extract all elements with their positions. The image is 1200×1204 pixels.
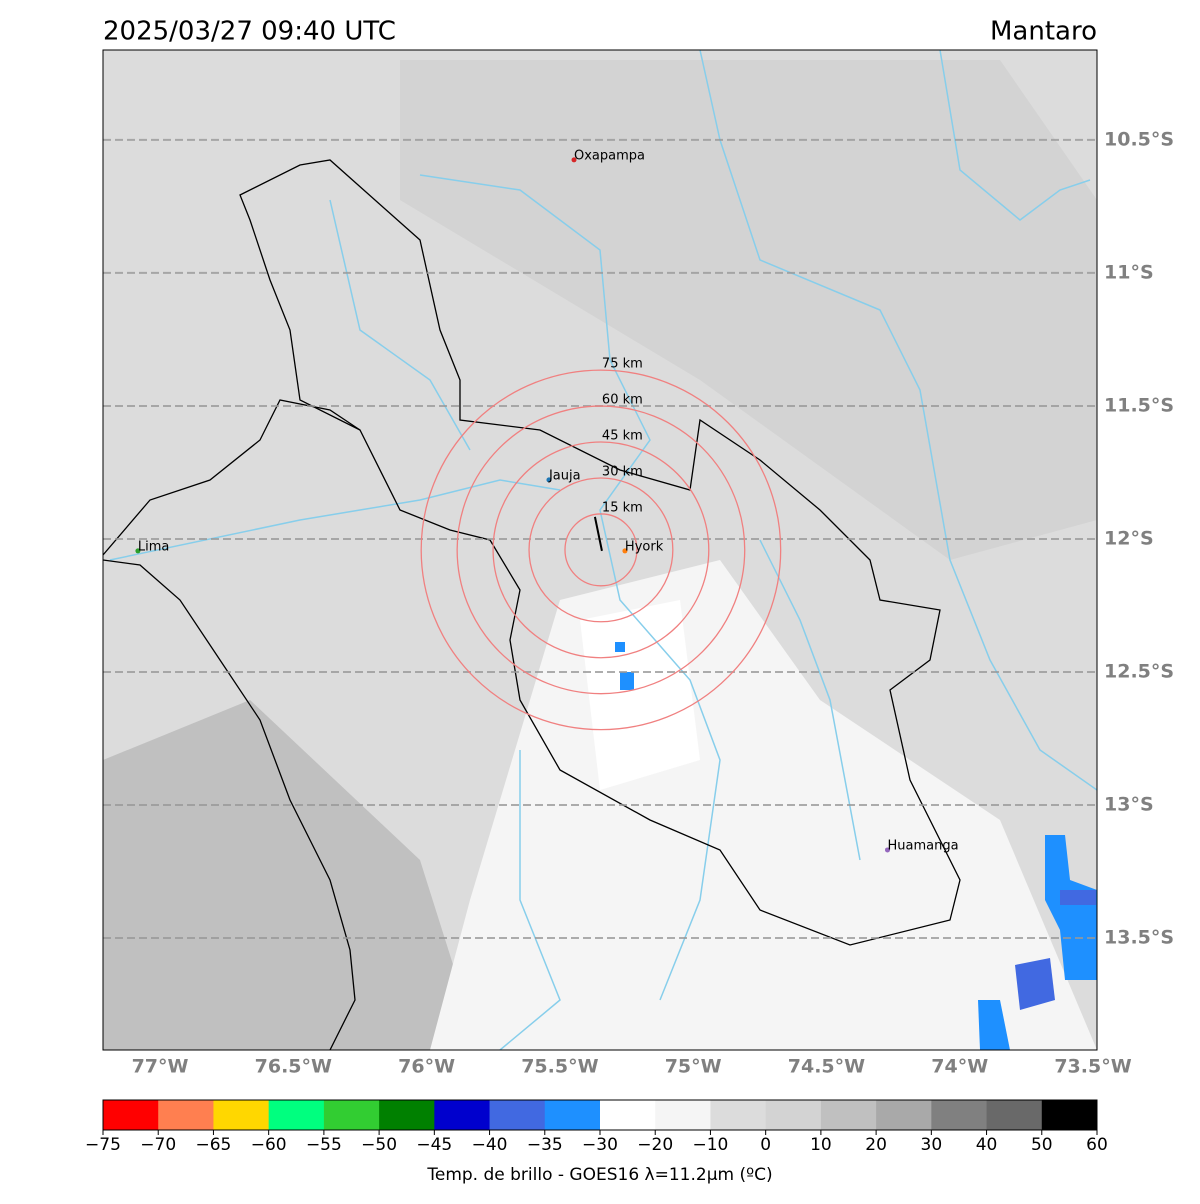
- colorbar-segment: [655, 1100, 711, 1130]
- y-tick-label: 12.5°S: [1104, 660, 1174, 682]
- city-marker: [571, 157, 577, 163]
- y-tick-label: 11°S: [1104, 261, 1154, 283]
- colorbar-tick-label: −50: [361, 1135, 397, 1155]
- map-area: [103, 50, 1097, 1050]
- map-frame: [102, 49, 1098, 1051]
- title: 2025/03/27 09:40 UTC: [103, 17, 396, 47]
- colorbar-tick-label: −65: [195, 1135, 231, 1155]
- overlay: 15 km 30 km 45 km 60 km 75 km Oxapampa Jauja Li…: [103, 138, 1097, 940]
- x-tick-label: 74.5°W: [788, 1056, 865, 1078]
- colorbar-segment: [213, 1100, 270, 1130]
- y-tick-label: 13°S: [1104, 793, 1154, 815]
- range-ring: [564, 513, 638, 587]
- colorbar-tick-label: 20: [865, 1135, 887, 1155]
- cloud-field: [580, 600, 700, 790]
- city-label: Lima: [138, 539, 169, 554]
- colorbar-tick-label: 10: [810, 1135, 832, 1155]
- colorbar-segment: [103, 1100, 159, 1130]
- y-tick-label: 13.5°S: [1104, 927, 1174, 949]
- colorbar-tick-label: −75: [85, 1135, 121, 1155]
- colorbar-segment: [931, 1100, 988, 1130]
- city-marker: [546, 477, 552, 483]
- city-label: Huamanga: [887, 838, 958, 853]
- colorbar-tick-label: 60: [1086, 1135, 1108, 1155]
- y-tick-label: 10.5°S: [1104, 128, 1174, 150]
- range-label: 75 km: [602, 357, 643, 372]
- cloud-field: [103, 700, 480, 1050]
- x-tick-label: 74°W: [931, 1056, 988, 1078]
- colorbar-segment: [434, 1100, 491, 1130]
- colorbar-tick-label: 30: [921, 1135, 943, 1155]
- colorbar-segment: [489, 1100, 546, 1130]
- colorbar-tick-label: 40: [976, 1135, 998, 1155]
- colorbar-segment: [544, 1100, 601, 1130]
- colorbar-tick-label: −45: [416, 1135, 452, 1155]
- colorbar-tick-label: −70: [140, 1135, 176, 1155]
- colorbar-tick-label: −35: [527, 1135, 563, 1155]
- range-label: 30 km: [602, 464, 643, 479]
- range-ring: [456, 405, 746, 695]
- y-tick-label: 11.5°S: [1104, 394, 1174, 416]
- colorbar-tick-label: −10: [692, 1135, 728, 1155]
- colorbar-segment: [1041, 1100, 1098, 1130]
- colorbar-tick-label: −30: [582, 1135, 618, 1155]
- city-label: Jauja: [548, 468, 581, 483]
- colorbar-segment: [268, 1100, 325, 1130]
- colorbar-segment: [765, 1100, 822, 1130]
- cold-pixel: [620, 672, 634, 690]
- colorbar-segment: [820, 1100, 877, 1130]
- colorbar-segment: [600, 1100, 656, 1130]
- city-marker: [884, 847, 890, 853]
- region-title: Mantaro: [990, 17, 1097, 47]
- range-ring: [528, 477, 674, 623]
- cold-pixel: [1045, 835, 1097, 980]
- x-tick-label: 75.5°W: [521, 1056, 598, 1078]
- city-label: Oxapampa: [574, 148, 645, 163]
- cold-pixel: [615, 642, 625, 652]
- city-marker: [135, 548, 141, 554]
- x-tick-label: 76°W: [398, 1056, 455, 1078]
- city-marker: [622, 548, 628, 554]
- colorbar-segment: [876, 1100, 932, 1130]
- colorbar-segment: [379, 1100, 435, 1130]
- x-tick-label: 75°W: [665, 1056, 722, 1078]
- range-label: 15 km: [602, 500, 643, 515]
- x-tick-label: 76.5°W: [255, 1056, 332, 1078]
- boundaries: [103, 159, 961, 1050]
- colorbar-segment: [158, 1100, 214, 1130]
- colorbar-tick-label: 0: [760, 1135, 771, 1155]
- rivers: [109, 50, 1097, 1050]
- city-label: Hyork: [625, 539, 664, 554]
- colorbar-tick-label: −20: [637, 1135, 673, 1155]
- cold-pixel: [1015, 958, 1055, 1010]
- colorbar-tick-label: −60: [251, 1135, 287, 1155]
- range-label: 45 km: [602, 429, 643, 444]
- x-tick-label: 77°W: [132, 1056, 189, 1078]
- range-ring: [420, 369, 782, 731]
- range-label: 60 km: [602, 393, 643, 408]
- colorbar-tick-label: −40: [472, 1135, 508, 1155]
- cold-pixel: [978, 1000, 1010, 1050]
- radar-beam: [593, 516, 603, 552]
- colorbar-segment: [710, 1100, 767, 1130]
- colorbar-segment: [986, 1100, 1043, 1130]
- colorbar-label: Temp. de brillo - GOES16 λ=11.2μm (ºC): [426, 1165, 772, 1185]
- range-ring: [492, 441, 710, 659]
- colorbar-tick-label: 50: [1031, 1135, 1053, 1155]
- y-tick-label: 12°S: [1104, 527, 1154, 549]
- cold-pixel: [1060, 890, 1096, 905]
- colorbar-tick-label: −55: [306, 1135, 342, 1155]
- x-tick-label: 73.5°W: [1054, 1056, 1131, 1078]
- colorbar-segment: [323, 1100, 380, 1130]
- cloud-field: [400, 60, 1097, 560]
